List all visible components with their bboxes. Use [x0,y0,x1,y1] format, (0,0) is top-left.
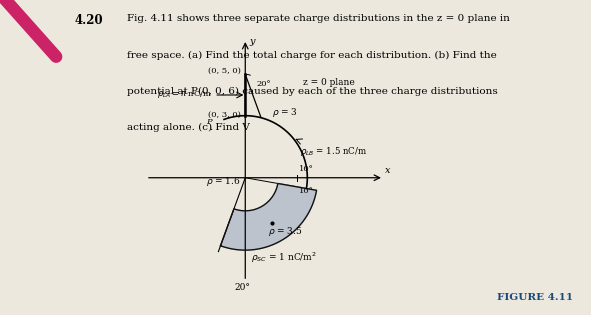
Text: .: . [209,123,212,132]
Text: Fig. 4.11 shows three separate charge distributions in the z = 0 plane in: Fig. 4.11 shows three separate charge di… [127,14,510,23]
Text: $\rho$ = 3.5: $\rho$ = 3.5 [268,225,303,238]
Text: FIGURE 4.11: FIGURE 4.11 [497,293,573,302]
Text: potential at P(0, 0, 6) caused by each of the three charge distributions: potential at P(0, 0, 6) caused by each o… [127,87,498,96]
Text: 10°: 10° [299,164,314,173]
Text: $\rho_{LB}$ = 1.5 nC/m: $\rho_{LB}$ = 1.5 nC/m [300,145,368,158]
Text: y: y [249,37,255,46]
Text: z = 0 plane: z = 0 plane [303,78,355,88]
Text: 4.20: 4.20 [75,14,103,27]
Text: 20°: 20° [256,80,271,88]
Text: (0, 3, 0): (0, 3, 0) [208,111,241,119]
Text: acting alone. (c) Find V: acting alone. (c) Find V [127,123,250,132]
Text: x: x [385,166,391,175]
Text: P: P [206,118,212,126]
Text: free space. (a) Find the total charge for each distribution. (b) Find the: free space. (a) Find the total charge fo… [127,50,497,60]
Text: 20°: 20° [234,283,250,292]
Text: 10°: 10° [299,187,314,195]
Text: $\rho_{SC}$ = 1 nC/m$^2$: $\rho_{SC}$ = 1 nC/m$^2$ [252,250,317,265]
Text: (0, 5, 0): (0, 5, 0) [208,67,241,75]
Polygon shape [220,183,317,250]
Text: $\rho_{LA}=\pi$ nC/m: $\rho_{LA}=\pi$ nC/m [157,89,212,100]
Text: $\rho$ = 1.6: $\rho$ = 1.6 [206,175,241,188]
Text: $\rho$ = 3: $\rho$ = 3 [272,106,298,119]
